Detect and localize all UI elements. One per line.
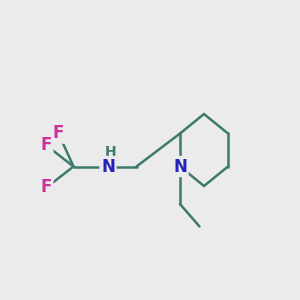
Text: N: N [101, 158, 115, 175]
Text: F: F [41, 178, 52, 196]
Text: F: F [53, 124, 64, 142]
Text: F: F [41, 136, 52, 154]
Text: H: H [105, 145, 117, 159]
Text: N: N [173, 158, 187, 175]
